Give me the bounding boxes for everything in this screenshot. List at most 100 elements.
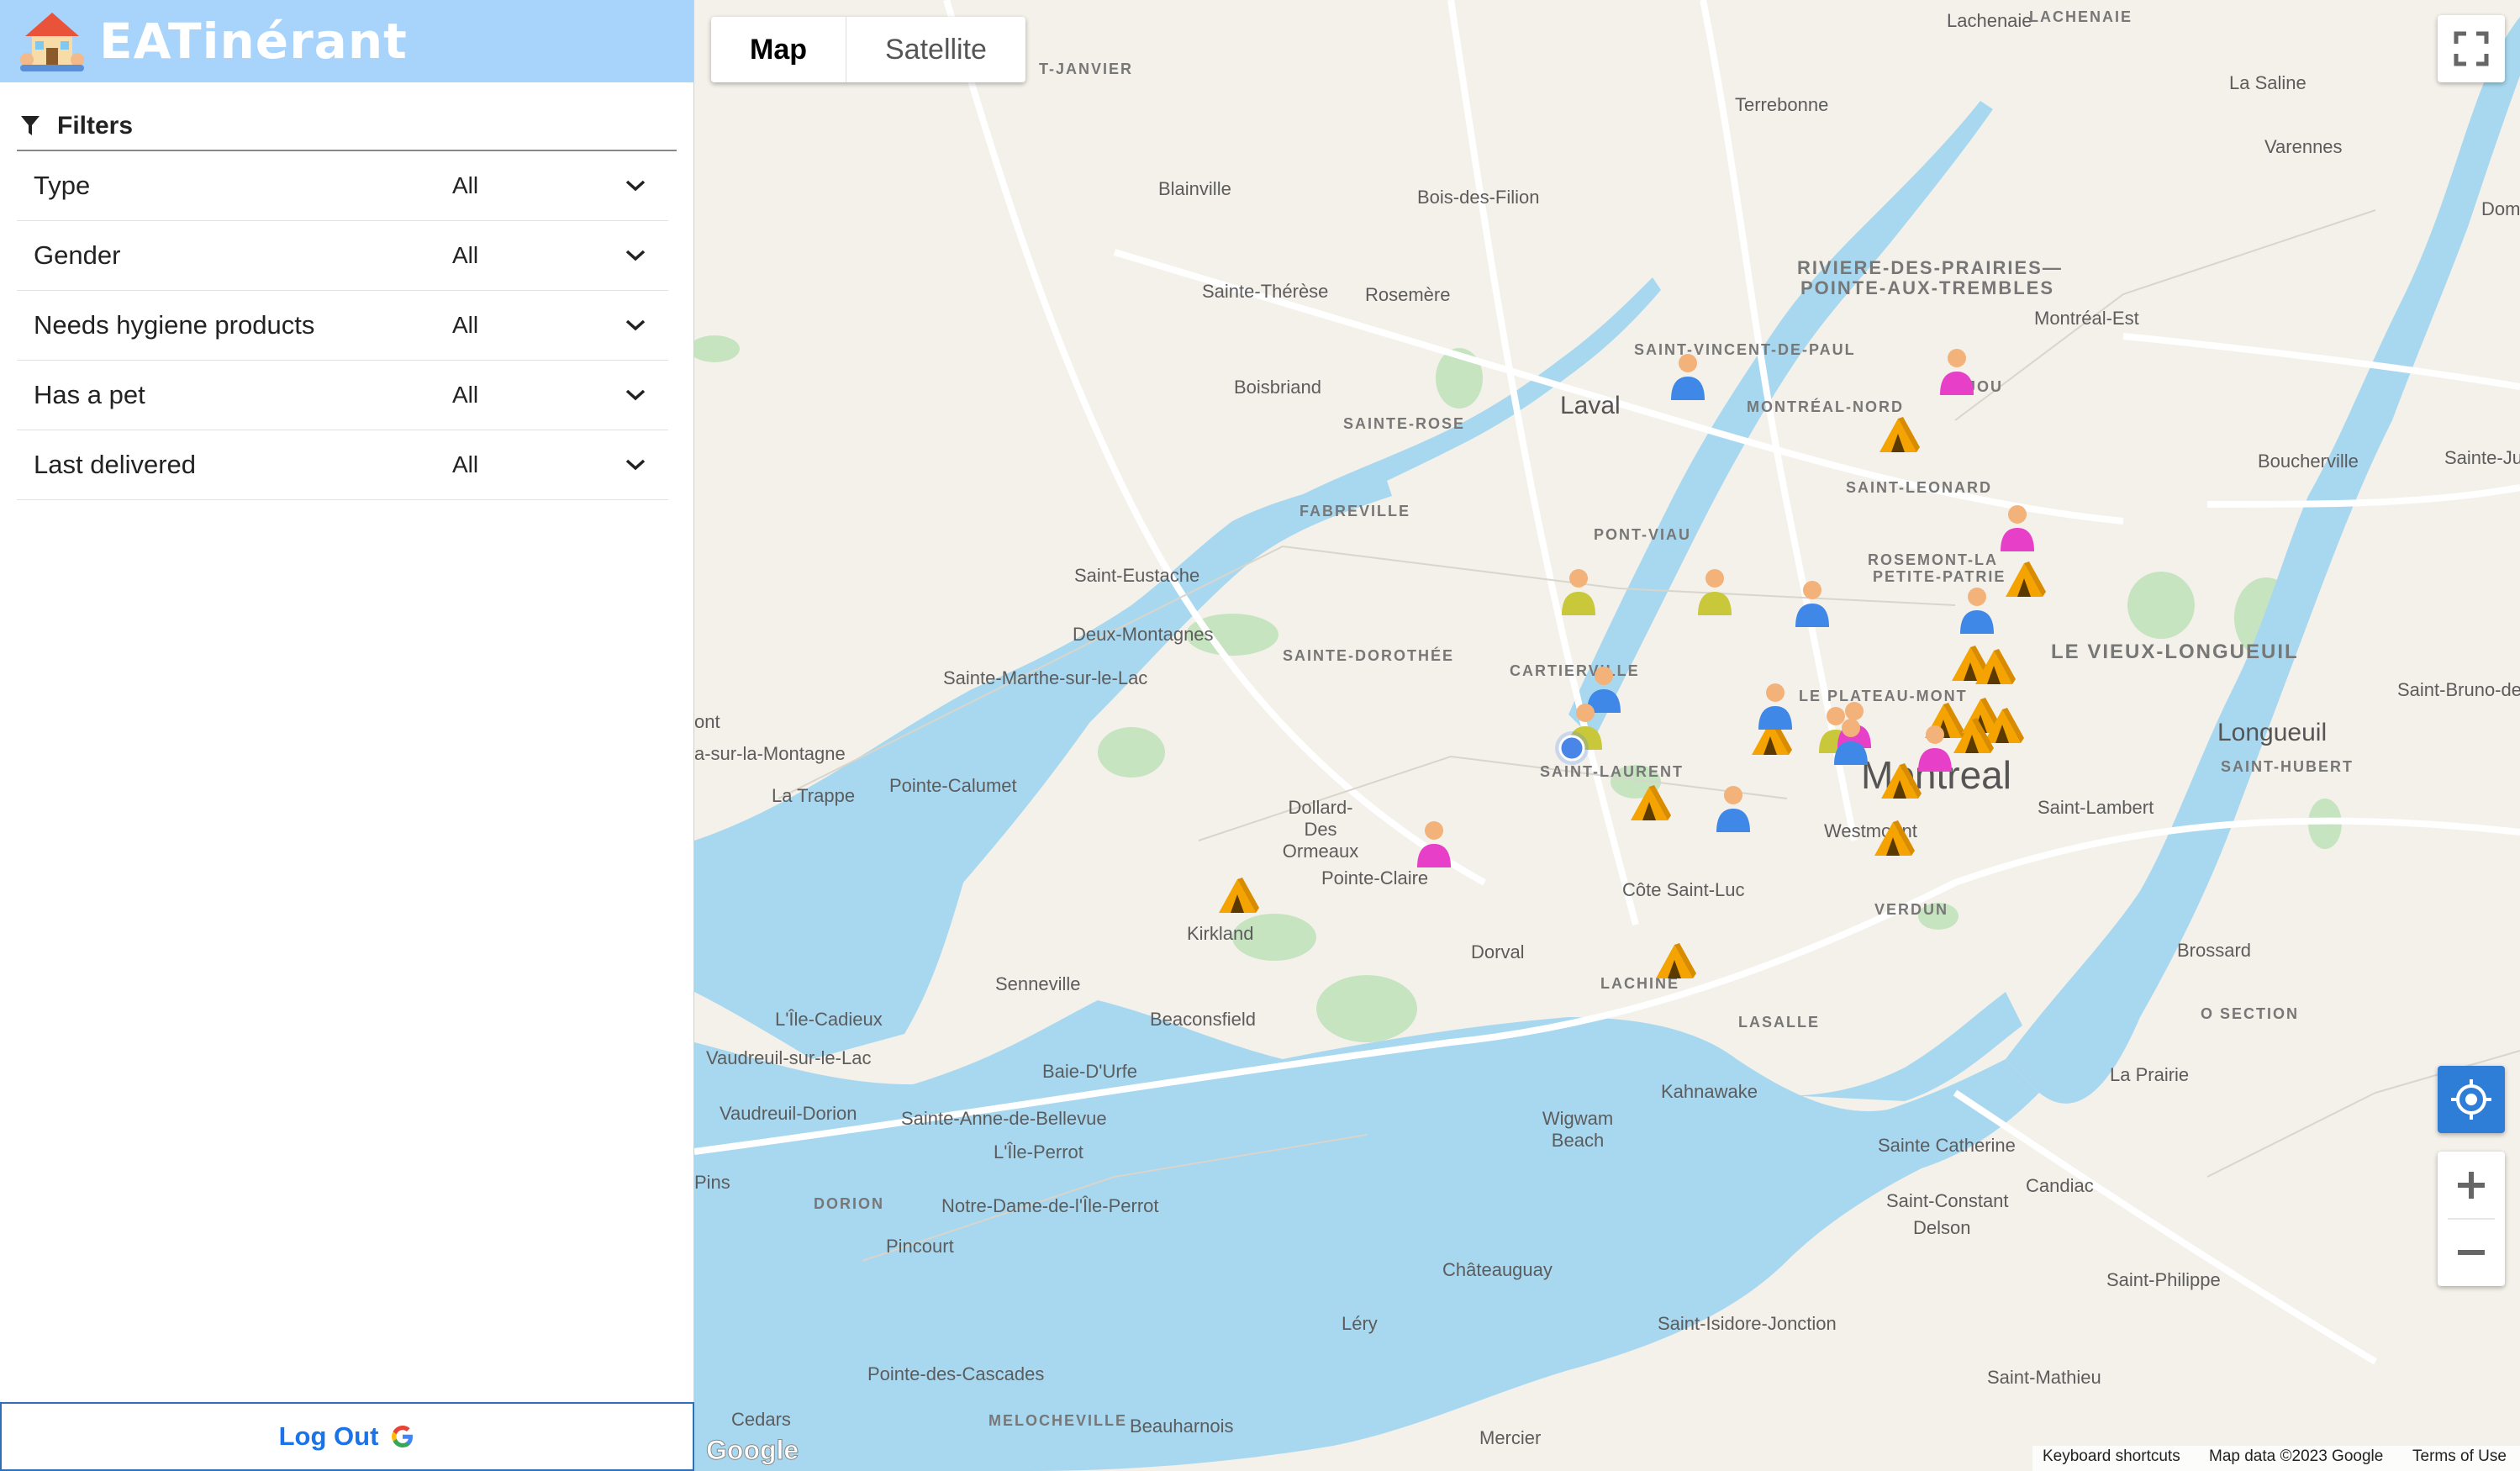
person-marker-icon[interactable]	[1790, 578, 1834, 629]
filter-value[interactable]: All	[452, 312, 479, 338]
district-label: SAINT-HUBERT	[2221, 758, 2354, 775]
place-label: La Prairie	[2110, 1064, 2190, 1085]
person-marker-icon[interactable]	[1913, 723, 1957, 773]
chevron-down-icon[interactable]	[624, 248, 647, 263]
map-canvas[interactable]: Laval Montreal Longueuil Terrebonne Blai…	[694, 0, 2520, 1471]
filters-title: Filters	[57, 112, 134, 140]
district-label: LASALLE	[1738, 1014, 1820, 1031]
place-label: L'Île-Perrot	[994, 1141, 1083, 1163]
place-label: Saint-Bruno-de-Montarville	[2397, 679, 2520, 700]
locate-me-button[interactable]	[2438, 1066, 2505, 1133]
place-label: Saint-Isidore-Jonction	[1658, 1313, 1837, 1334]
google-icon	[392, 1426, 414, 1447]
chevron-down-icon[interactable]	[624, 388, 647, 403]
filter-value[interactable]: All	[452, 382, 479, 408]
place-label: Dollard-Des Ormeaux	[1282, 797, 1359, 862]
place-label: Pins	[694, 1172, 730, 1193]
district-label: MELOCHEVILLE	[988, 1412, 1128, 1429]
filter-value[interactable]: All	[452, 172, 479, 198]
tab-map[interactable]: Map	[711, 17, 846, 82]
filter-gender[interactable]: Gender All	[17, 221, 668, 291]
keyboard-shortcuts-link[interactable]: Keyboard shortcuts	[2043, 1447, 2180, 1465]
district-label: SAINT-VINCENT-DE-PAUL	[1634, 341, 1856, 358]
tent-marker-icon[interactable]	[1876, 410, 1920, 461]
place-label: Sainte-Anne-de-Bellevue	[901, 1108, 1107, 1129]
place-label: Cedars	[731, 1409, 791, 1430]
map-footer	[2032, 1446, 2520, 1471]
place-label: Saint-Mathieu	[1987, 1367, 2101, 1388]
person-marker-icon[interactable]	[1711, 783, 1755, 834]
tent-marker-icon[interactable]	[1950, 711, 1994, 762]
filter-hygiene[interactable]: Needs hygiene products All	[17, 291, 668, 361]
crosshair-icon	[2451, 1079, 2491, 1120]
tab-satellite[interactable]: Satellite	[885, 33, 987, 66]
district-label: PETITE-PATRIE	[1873, 568, 2006, 585]
tent-marker-icon[interactable]	[1878, 757, 1922, 807]
person-marker-icon[interactable]	[1955, 585, 1999, 635]
person-marker-icon[interactable]	[1412, 819, 1456, 869]
district-label: PONT-VIAU	[1594, 526, 1692, 543]
place-label: Delson	[1913, 1217, 1971, 1238]
tent-marker-icon[interactable]	[1215, 871, 1259, 921]
district-label: SAINTE-DOROTHÉE	[1283, 647, 1455, 664]
filter-value[interactable]: All	[452, 451, 479, 477]
district-label: LE VIEUX-LONGUEUIL	[2051, 641, 2299, 663]
terms-of-use-link[interactable]: Terms of Use	[2412, 1447, 2507, 1465]
logout-button[interactable]: Log Out	[0, 1402, 694, 1471]
filter-pet[interactable]: Has a pet All	[17, 361, 668, 430]
filter-label: Has a pet	[34, 380, 145, 409]
district-label: LE PLATEAU-MONT	[1799, 688, 1968, 704]
map-type-toggle: Map Satellite	[711, 17, 1025, 82]
fullscreen-button[interactable]	[2438, 15, 2505, 82]
place-label: Vaudreuil-Dorion	[720, 1103, 857, 1124]
district-label: LACHENAIE	[2029, 8, 2133, 25]
chevron-down-icon[interactable]	[624, 318, 647, 333]
place-label: a-sur-la-Montagne	[694, 743, 846, 764]
district-label: LACHINE	[1600, 975, 1679, 992]
person-marker-icon[interactable]	[1829, 716, 1873, 767]
district-label: MONTRÉAL-NORD	[1747, 398, 1904, 415]
chevron-down-icon[interactable]	[624, 178, 647, 193]
place-label: Saint-Constant	[1886, 1190, 2009, 1211]
zoom-out-icon[interactable]	[2438, 1219, 2505, 1286]
person-marker-icon[interactable]	[1666, 351, 1710, 402]
district-label: SAINTE-ROSE	[1343, 415, 1466, 432]
tent-marker-icon[interactable]	[1871, 814, 1915, 864]
filter-label: Type	[34, 171, 91, 200]
person-marker-icon[interactable]	[1582, 664, 1626, 714]
place-label: Notre-Dame-de-l'Île-Perrot	[941, 1195, 1159, 1216]
chevron-down-icon[interactable]	[624, 457, 647, 472]
place-label: Doma	[2481, 198, 2520, 219]
current-location-icon	[1555, 731, 1589, 765]
person-marker-icon[interactable]	[1935, 346, 1979, 397]
person-marker-icon[interactable]	[1693, 567, 1737, 617]
place-label: La Saline	[2229, 72, 2306, 93]
district-label: ROSEMONT-LA	[1868, 551, 1998, 568]
filter-value[interactable]: All	[452, 242, 479, 268]
tent-marker-icon[interactable]	[1627, 778, 1671, 829]
filter-type[interactable]: Type All	[17, 151, 668, 221]
tent-marker-icon[interactable]	[1972, 642, 2016, 693]
place-label: Sainte-Marthe-sur-le-Lac	[943, 667, 1148, 688]
fullscreen-icon	[2454, 31, 2489, 66]
place-label: Rosemère	[1365, 284, 1451, 305]
tent-marker-icon[interactable]	[2002, 555, 2046, 605]
place-label: Saint-Philippe	[2106, 1269, 2221, 1290]
place-label: Sainte-Thérèse	[1202, 281, 1329, 302]
place-label: L'Île-Cadieux	[775, 1009, 883, 1030]
place-label: Châteauguay	[1442, 1259, 1553, 1280]
tent-marker-icon[interactable]	[1653, 936, 1696, 987]
place-label: Côte Saint-Luc	[1622, 879, 1745, 900]
district-label: VERDUN	[1874, 901, 1949, 918]
zoom-control	[2438, 1152, 2505, 1286]
place-label: Varennes	[2264, 136, 2343, 157]
person-marker-icon[interactable]	[1995, 503, 2039, 553]
tent-marker-icon[interactable]	[1980, 701, 2024, 751]
district-label: O SECTION	[2201, 1005, 2300, 1022]
filter-last-delivered[interactable]: Last delivered All	[17, 430, 668, 500]
person-marker-icon[interactable]	[1753, 681, 1797, 731]
zoom-in-icon[interactable]	[2438, 1152, 2505, 1219]
district-label: RIVIERE-DES-PRAIRIES—	[1797, 257, 2063, 278]
filter-label: Gender	[34, 240, 121, 270]
person-marker-icon[interactable]	[1557, 567, 1600, 617]
